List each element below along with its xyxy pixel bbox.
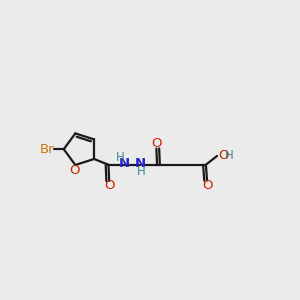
Text: O: O — [218, 148, 228, 161]
Text: Br: Br — [40, 143, 55, 156]
Text: N: N — [119, 157, 130, 170]
Text: O: O — [104, 179, 114, 192]
Text: N: N — [135, 157, 146, 170]
Text: H: H — [116, 151, 125, 164]
Text: O: O — [69, 164, 80, 177]
Text: H: H — [137, 165, 146, 178]
Text: H: H — [225, 148, 233, 161]
Text: O: O — [151, 137, 162, 151]
Text: O: O — [202, 178, 212, 192]
